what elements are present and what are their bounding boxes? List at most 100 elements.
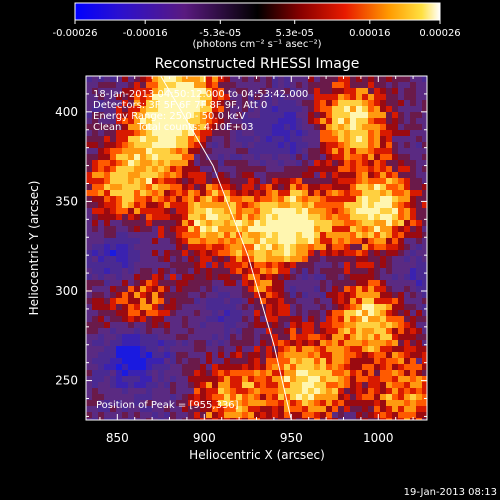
heatmap-cell <box>362 160 369 167</box>
heatmap-cell <box>404 136 411 143</box>
heatmap-cell <box>368 304 375 311</box>
heatmap-cell <box>338 274 345 281</box>
heatmap-cell <box>104 88 111 95</box>
heatmap-cell <box>380 238 387 245</box>
heatmap-cell <box>188 166 195 173</box>
heatmap-cell <box>128 238 135 245</box>
heatmap-cell <box>200 184 207 191</box>
heatmap-cell <box>386 142 393 149</box>
heatmap-cell <box>344 226 351 233</box>
heatmap-cell <box>140 238 147 245</box>
heatmap-cell <box>380 256 387 263</box>
heatmap-cell <box>320 118 327 125</box>
heatmap-cell <box>314 400 321 407</box>
heatmap-cell <box>218 208 225 215</box>
heatmap-cell <box>296 274 303 281</box>
heatmap-cell <box>152 100 159 107</box>
heatmap-cell <box>140 136 147 143</box>
heatmap-cell <box>320 298 327 305</box>
heatmap-cell <box>314 208 321 215</box>
heatmap-cell <box>314 94 321 101</box>
heatmap-cell <box>236 310 243 317</box>
heatmap-cell <box>86 310 93 317</box>
heatmap-cell <box>374 382 381 389</box>
heatmap-cell <box>146 334 153 341</box>
heatmap-cell <box>338 100 345 107</box>
heatmap-cell <box>392 160 399 167</box>
heatmap-cell <box>98 310 105 317</box>
heatmap-cell <box>122 154 129 161</box>
heatmap-cell <box>368 232 375 239</box>
heatmap-cell <box>110 238 117 245</box>
heatmap-cell <box>164 154 171 161</box>
heatmap-cell <box>230 142 237 149</box>
heatmap-cell <box>290 346 297 353</box>
heatmap-cell <box>278 328 285 335</box>
heatmap-cell <box>326 298 333 305</box>
heatmap-cell <box>422 196 427 203</box>
heatmap-cell <box>380 196 387 203</box>
heatmap-cell <box>392 358 399 365</box>
heatmap-cell <box>170 316 177 323</box>
heatmap-cell <box>104 370 111 377</box>
heatmap-cell <box>416 130 423 137</box>
heatmap-cell <box>362 316 369 323</box>
heatmap-cell <box>134 304 141 311</box>
heatmap-cell <box>182 148 189 155</box>
heatmap-cell <box>206 190 213 197</box>
heatmap-cell <box>254 136 261 143</box>
heatmap-cell <box>116 106 123 113</box>
heatmap-cell <box>212 106 219 113</box>
heatmap-cell <box>356 172 363 179</box>
heatmap-cell <box>404 262 411 269</box>
heatmap-cell <box>302 256 309 263</box>
heatmap-cell <box>206 208 213 215</box>
heatmap-cell <box>338 394 345 401</box>
heatmap-cell <box>176 220 183 227</box>
heatmap-cell <box>404 214 411 221</box>
heatmap-cell <box>314 118 321 125</box>
heatmap-cell <box>266 88 273 95</box>
heatmap-cell <box>122 160 129 167</box>
heatmap-cell <box>350 148 357 155</box>
heatmap-cell <box>98 412 105 419</box>
heatmap-cell <box>140 364 147 371</box>
heatmap-cell <box>242 238 249 245</box>
heatmap-cell <box>194 154 201 161</box>
heatmap-cell <box>314 106 321 113</box>
heatmap-cell <box>176 352 183 359</box>
heatmap-cell <box>134 244 141 251</box>
heatmap-cell <box>344 400 351 407</box>
heatmap-cell <box>110 286 117 293</box>
heatmap-cell <box>266 136 273 143</box>
heatmap-cell <box>176 142 183 149</box>
heatmap-cell <box>398 106 405 113</box>
heatmap-cell <box>110 376 117 383</box>
heatmap-cell <box>104 76 111 83</box>
heatmap-cell <box>116 280 123 287</box>
heatmap-cell <box>326 418 333 420</box>
heatmap-cell <box>278 94 285 101</box>
heatmap-cell <box>392 118 399 125</box>
heatmap-cell <box>248 328 255 335</box>
heatmap-cell <box>422 202 427 209</box>
heatmap-cell <box>374 208 381 215</box>
heatmap-cell <box>362 172 369 179</box>
heatmap-cell <box>188 88 195 95</box>
heatmap-cell <box>116 148 123 155</box>
heatmap-cell <box>104 82 111 89</box>
heatmap-cell <box>128 364 135 371</box>
heatmap-cell <box>140 328 147 335</box>
heatmap-cell <box>356 280 363 287</box>
heatmap-cell <box>188 268 195 275</box>
heatmap-cell <box>398 166 405 173</box>
heatmap-cell <box>98 250 105 257</box>
heatmap-cell <box>182 382 189 389</box>
colorbar: -0.00026 -0.00016 -5.3e-05 5.3e-05 0.00016 0.… <box>53 2 461 50</box>
heatmap-cell <box>266 118 273 125</box>
heatmap-cell <box>98 286 105 293</box>
heatmap-cell <box>164 286 171 293</box>
heatmap-cell <box>302 370 309 377</box>
heatmap-cell <box>212 88 219 95</box>
heatmap-cell <box>242 232 249 239</box>
